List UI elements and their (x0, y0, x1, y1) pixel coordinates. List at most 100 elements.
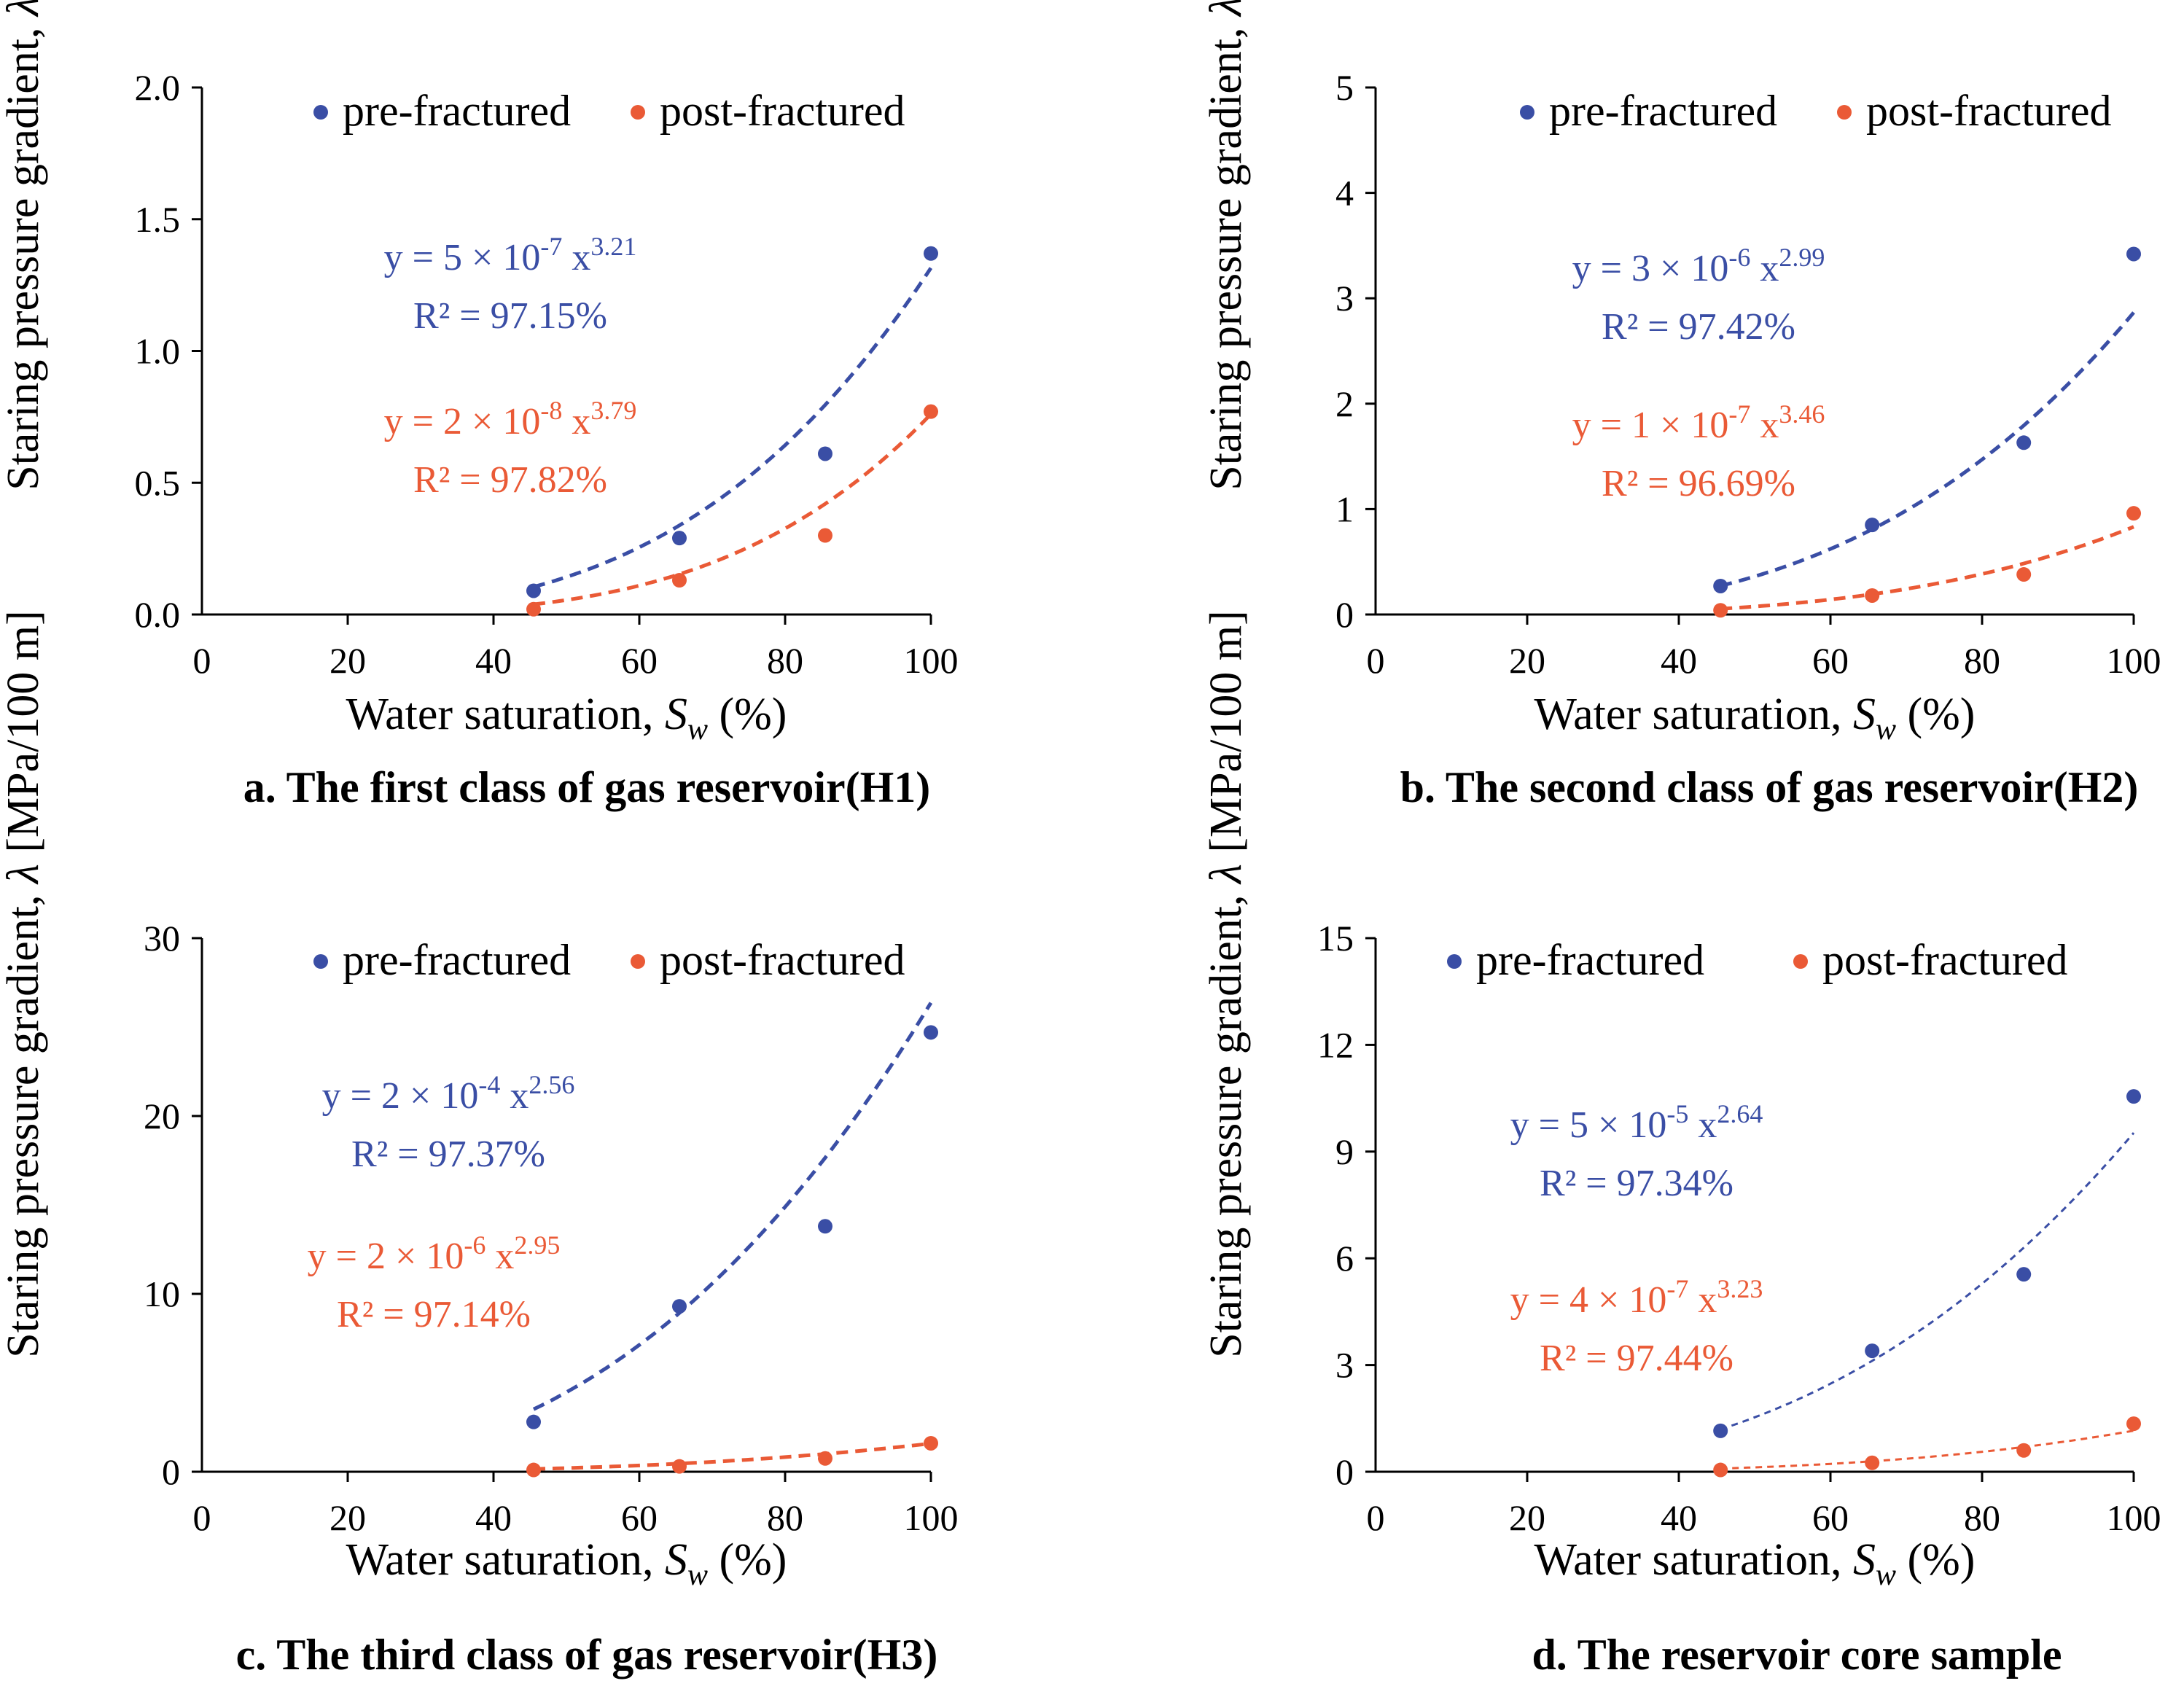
fit-r2-post: R² = 97.44% (1540, 1338, 1733, 1379)
y-axis-title-var: λ (0, 864, 48, 885)
legend-label-post: post-fractured (1866, 87, 2112, 135)
fit-equation-post: y = 2 × 10-8 x3.79 (384, 396, 637, 442)
legend-marker-post (631, 105, 645, 120)
x-axis-title: Water saturation, Sw (%) (346, 690, 787, 746)
y-tick-label: 1.0 (135, 331, 181, 372)
chart-panel-c: 0 10 20 30 0 20 40 60 80 100 Water saturation, Sw … (0, 610, 959, 1679)
fit-equation-x: x (1750, 248, 1779, 289)
legend-label-pre: pre-fractured (1549, 87, 1777, 135)
x-axis-title: Water saturation, Sw (%) (346, 1535, 787, 1592)
fit-equation-x: x (1688, 1279, 1717, 1321)
x-axis-title-unit: (%) (1896, 1535, 1975, 1585)
x-axis-title-unit: (%) (708, 690, 787, 739)
fit-equation-pre: y = 2 × 10-4 x2.56 (322, 1070, 575, 1117)
data-point-post (2016, 1443, 2032, 1458)
fit-equation-x: x (485, 1236, 514, 1277)
x-tick-label: 20 (1509, 640, 1545, 681)
chart-panel-b: 0 1 2 3 4 5 0 20 40 60 80 100 Water saturation, Sw (… (1201, 0, 2161, 811)
fit-r2-post: R² = 97.14% (337, 1294, 531, 1335)
fit-curve-post (533, 1441, 932, 1471)
fit-equation-coef: y = 1 × 10 (1572, 405, 1729, 446)
x-axis-title: Water saturation, Sw (%) (1534, 1535, 1976, 1592)
data-point-post (818, 528, 832, 543)
x-axis-title-unit: (%) (1896, 690, 1975, 739)
data-point-pre (1865, 1343, 1880, 1359)
fit-curve-post (533, 413, 932, 606)
x-tick-label: 100 (2107, 1497, 2161, 1538)
x-tick-label: 0 (193, 1497, 211, 1538)
data-point-pre (924, 246, 938, 261)
data-point-pre (672, 531, 687, 546)
y-axis-title-text: Staring pressure gradient, (1201, 16, 1251, 491)
data-point-post (672, 1459, 687, 1474)
y-axis-title-var: λ (0, 0, 48, 17)
legend-label-pre: pre-fractured (343, 87, 571, 135)
fit-equation-exp: -7 (1728, 399, 1750, 429)
fit-equation-coef: y = 2 × 10 (322, 1075, 479, 1117)
chart-panel-a: 0.0 0.5 1.0 1.5 2.0 0 20 40 60 80 100 Water saturat… (0, 0, 959, 811)
fit-equation-pow: 2.95 (514, 1230, 560, 1260)
fit-equation-exp: -5 (1666, 1099, 1688, 1128)
x-axis-title-text: Water saturation, (1534, 1535, 1853, 1585)
x-tick-label: 80 (767, 1497, 803, 1538)
x-axis-title-var: S (665, 690, 687, 739)
fit-r2-pre: R² = 97.37% (351, 1134, 545, 1175)
x-axis-title-sub: w (1876, 713, 1896, 746)
x-axis-title-sub: w (1876, 1558, 1896, 1592)
fit-equation-pow: 3.23 (1717, 1274, 1763, 1303)
fit-curve-pre (532, 1002, 933, 1411)
x-tick-label: 0 (1367, 640, 1385, 681)
fit-equation-exp: -6 (1728, 243, 1750, 272)
fit-r2-pre: R² = 97.42% (1602, 306, 1795, 348)
x-tick-label: 60 (621, 640, 658, 681)
data-point-post (1865, 588, 1880, 603)
y-tick-label: 3 (1335, 278, 1354, 319)
y-tick-label: 15 (1317, 918, 1354, 959)
y-tick-label: 10 (144, 1273, 180, 1314)
x-axis-title-var: S (1853, 690, 1876, 739)
fit-equation-pow: 3.46 (1779, 399, 1825, 429)
y-axis-title: Staring pressure gradient, λ [MPa/100 m] (0, 610, 48, 1358)
y-tick-label: 3 (1335, 1345, 1354, 1386)
y-tick-label: 0.0 (135, 594, 181, 635)
fit-equation-x: x (500, 1075, 529, 1117)
fit-equation-pre: y = 5 × 10-7 x3.21 (384, 232, 637, 278)
data-point-post (818, 1451, 832, 1466)
y-axis-title: Staring pressure gradient, λ [MPa/100 m] (1201, 0, 1251, 491)
data-point-pre (1713, 578, 1728, 593)
fit-equation-pre: y = 3 × 10-6 x2.99 (1572, 243, 1825, 289)
legend-marker-post (1793, 954, 1808, 969)
fit-curve-pre (533, 267, 933, 589)
fit-equation-coef: y = 5 × 10 (384, 237, 541, 278)
data-point-post (526, 601, 541, 617)
fit-equation-x: x (1750, 405, 1779, 446)
panel-caption: b. The second class of gas reservoir(H2) (1400, 763, 2139, 811)
y-axis-title: Staring pressure gradient, λ [MPa/100 m] (1201, 610, 1251, 1358)
fit-equation-x: x (562, 237, 590, 278)
fit-equation-post: y = 2 × 10-6 x2.95 (308, 1230, 561, 1277)
legend-label-pre: pre-fractured (1476, 936, 1704, 984)
y-tick-label: 30 (144, 918, 180, 959)
fit-equation-pre: y = 5 × 10-5 x2.64 (1510, 1099, 1763, 1146)
panel-caption: a. The first class of gas reservoir(H1) (243, 763, 931, 811)
y-tick-label: 20 (144, 1096, 180, 1136)
data-point-post (1865, 1455, 1880, 1470)
y-axis-title-text: Staring pressure gradient, (0, 16, 48, 491)
y-axis-title-var: λ (1201, 864, 1251, 885)
data-point-pre (2016, 435, 2032, 450)
x-tick-label: 60 (1812, 1497, 1849, 1538)
x-tick-label: 0 (193, 640, 211, 681)
y-tick-label: 6 (1335, 1238, 1354, 1279)
x-tick-label: 40 (475, 1497, 512, 1538)
fit-equation-pow: 2.99 (1779, 243, 1825, 272)
fit-equation-coef: y = 5 × 10 (1510, 1104, 1667, 1146)
fit-r2-post: R² = 96.69% (1602, 463, 1795, 504)
x-axis-title-text: Water saturation, (346, 1535, 665, 1585)
chart-panel-d: 0 3 6 9 12 15 0 20 40 60 80 100 Water saturation, Sw… (1201, 610, 2161, 1679)
data-point-pre (526, 1414, 541, 1429)
y-tick-label: 0 (162, 1451, 180, 1492)
y-tick-label: 0 (1335, 594, 1354, 635)
legend-label-post: post-fractured (660, 936, 905, 984)
fit-curve-pre (1720, 1132, 2135, 1431)
y-axis-title-unit: [MPa/100 m] (1201, 610, 1251, 864)
